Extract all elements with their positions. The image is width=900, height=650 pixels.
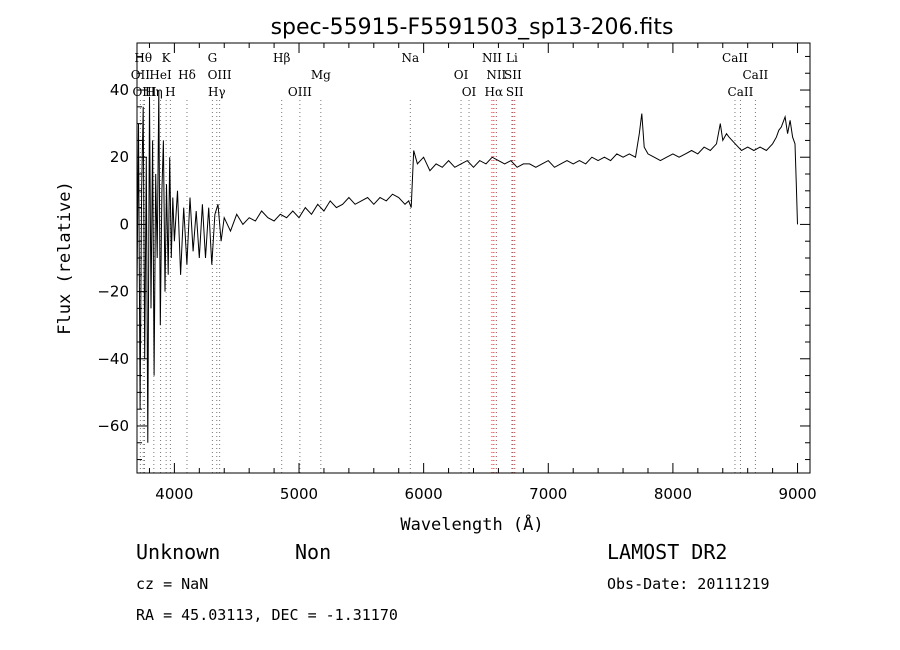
axis-ticks (137, 43, 810, 473)
marker-label: CaII (722, 51, 748, 65)
y-tick-label: 40 (110, 81, 129, 99)
marker-label: OIII (288, 85, 312, 99)
marker-label: OIII (132, 85, 156, 99)
x-tick-label: 9000 (778, 485, 816, 503)
x-axis-label: Wavelength (Å) (400, 513, 543, 535)
marker-label: Hθ (134, 51, 152, 65)
x-tick-label: 5000 (280, 485, 318, 503)
subclass-label: Non (295, 540, 331, 564)
marker-label: OI (454, 68, 469, 82)
marker-label: Li (506, 51, 518, 65)
y-tick-label: 20 (110, 148, 129, 166)
class-label: Unknown (136, 540, 220, 564)
marker-label: HeI (149, 68, 172, 82)
survey-label: LAMOST DR2 (607, 540, 727, 564)
x-tick-label: 7000 (529, 485, 567, 503)
marker-label: Na (401, 51, 419, 65)
marker-label: K (162, 51, 172, 65)
marker-label: NII (482, 51, 502, 65)
chart-title: spec-55915-F5591503_sp13-206.fits (271, 15, 674, 40)
marker-label: NII (486, 68, 506, 82)
marker-label: SII (506, 85, 524, 99)
marker-label: Hη (145, 85, 163, 99)
y-tick-label: 0 (119, 215, 129, 233)
obs-date: Obs-Date: 20111219 (607, 575, 770, 593)
marker-label: Hδ (178, 68, 196, 82)
marker-label: OIII (208, 68, 232, 82)
plot-frame (136, 42, 811, 474)
y-axis-label: Flux (relative) (55, 181, 75, 335)
marker-lines (139, 100, 756, 473)
marker-label: Mg (311, 68, 331, 82)
cz-value: cz = NaN (136, 575, 208, 593)
y-tick-label: −60 (97, 417, 129, 435)
marker-label: Hγ (208, 85, 226, 99)
marker-label: CaII (742, 68, 768, 82)
y-tick-label: −40 (97, 350, 129, 368)
spectrum-series-line (136, 89, 798, 443)
axis-tick-labels: 4000 5000 6000 7000 8000 9000 −60 −40 −20 0 20 40 (97, 81, 816, 503)
x-tick-label: 6000 (405, 485, 443, 503)
x-tick-label: 8000 (654, 485, 692, 503)
marker-label: OI (462, 85, 477, 99)
marker-label: Hα (485, 85, 504, 99)
ra-dec: RA = 45.03113, DEC = -1.31170 (136, 606, 398, 624)
marker-label: H (165, 85, 175, 99)
marker-label: Hβ (273, 51, 290, 65)
marker-label: G (208, 51, 218, 65)
x-tick-label: 4000 (155, 485, 193, 503)
marker-label: SII (504, 68, 522, 82)
marker-label: OII (131, 68, 151, 82)
y-tick-label: −20 (97, 283, 129, 301)
marker-label: CaII (728, 85, 754, 99)
